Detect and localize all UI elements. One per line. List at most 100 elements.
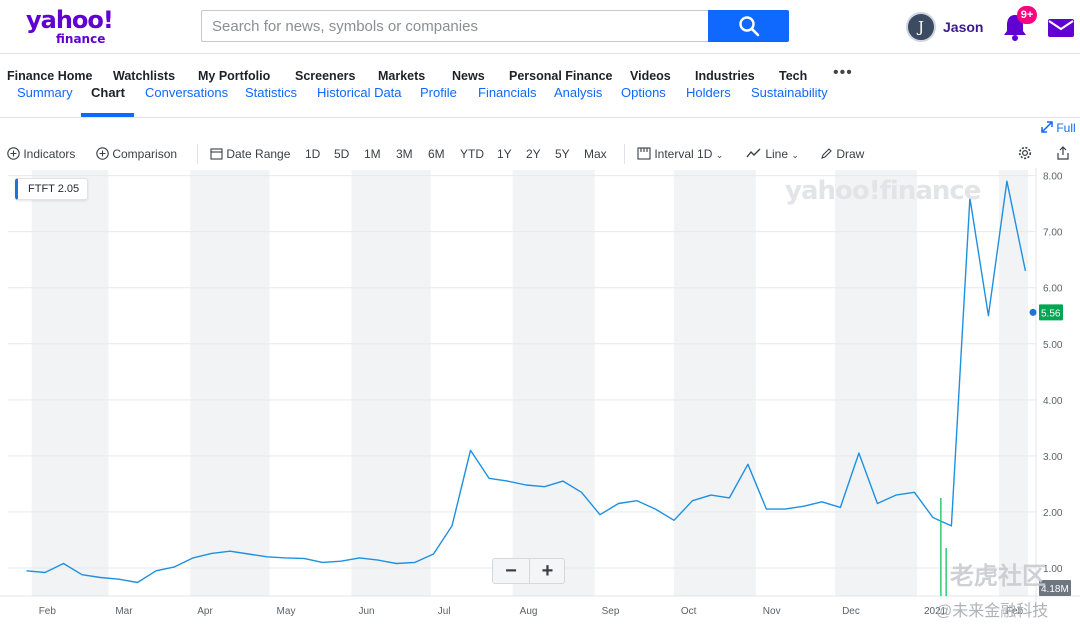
- logo-subtext: finance: [56, 32, 106, 46]
- x-tick-label: Feb: [1006, 606, 1024, 617]
- month-band: [190, 170, 270, 596]
- x-tick-label: Dec: [842, 606, 860, 617]
- x-tick-label: Apr: [197, 606, 213, 617]
- x-tick-label: Nov: [763, 606, 781, 617]
- tab-financials[interactable]: Financials: [478, 85, 537, 100]
- tab-options[interactable]: Options: [621, 85, 666, 100]
- range-6m[interactable]: 6M: [428, 147, 445, 161]
- nav-videos[interactable]: Videos: [630, 69, 671, 83]
- interval-label: Interval: [654, 147, 694, 161]
- plus-circle-icon: [7, 147, 20, 160]
- pencil-icon: [821, 148, 832, 159]
- tab-historical-data[interactable]: Historical Data: [317, 85, 402, 100]
- month-bands: [0, 168, 1080, 614]
- legend-symbol: FTFT: [28, 183, 55, 195]
- draw-label: Draw: [836, 147, 865, 161]
- x-tick-label: Sep: [602, 606, 620, 617]
- last-price-dot: [1029, 308, 1037, 316]
- legend-value: 2.05: [57, 183, 80, 195]
- x-axis-labels: Feb Mar Apr May Jun Jul Aug Sep Oct Nov Dec 2021 Feb: [39, 606, 1024, 617]
- active-tab-indicator: [81, 113, 134, 117]
- price-line: [26, 180, 1027, 584]
- gear-icon[interactable]: [1018, 146, 1032, 160]
- nav-finance-home[interactable]: Finance Home: [7, 69, 93, 83]
- chevron-down-icon: ⌄: [715, 150, 724, 160]
- chart-type-label: Line: [765, 147, 789, 161]
- tab-holders[interactable]: Holders: [686, 85, 731, 100]
- x-tick-label: Mar: [115, 606, 133, 617]
- nav-watchlists[interactable]: Watchlists: [113, 69, 176, 83]
- tab-sustainability[interactable]: Sustainability: [751, 85, 828, 100]
- tab-analysis[interactable]: Analysis: [554, 85, 603, 100]
- chart-toolbar: Indicators Comparison Date Range 1D 5D 1…: [0, 140, 1080, 168]
- y-tick-label: 4.00: [1043, 396, 1063, 407]
- date-range-label: Date Range: [226, 147, 291, 161]
- month-band: [351, 170, 431, 596]
- x-tick-label: 2021: [924, 606, 947, 617]
- search-icon: [738, 16, 759, 37]
- comparison-label: Comparison: [112, 147, 178, 161]
- y-tick-label: 5.00: [1043, 340, 1063, 351]
- indicators-button[interactable]: Indicators: [7, 147, 75, 161]
- nav-news[interactable]: News: [452, 69, 485, 83]
- date-range-button[interactable]: Date Range: [210, 147, 290, 161]
- zoom-out-button[interactable]: −: [505, 560, 517, 582]
- nav-my-portfolio[interactable]: My Portfolio: [198, 69, 271, 83]
- calendar-icon: [210, 148, 223, 160]
- chart-type-dropdown[interactable]: Line ⌄: [746, 147, 799, 161]
- tab-profile[interactable]: Profile: [420, 85, 457, 100]
- search-input[interactable]: [201, 10, 709, 42]
- tab-summary[interactable]: Summary: [17, 85, 73, 100]
- nav-tech[interactable]: Tech: [779, 69, 808, 83]
- toolbar-divider: [197, 144, 198, 164]
- nav-more-button[interactable]: •••: [833, 64, 853, 81]
- month-band: [31, 170, 109, 596]
- last-volume-tag: [1039, 580, 1071, 596]
- search-button[interactable]: [708, 10, 789, 42]
- quote-subtabs: Summary Chart Conversations Statistics H…: [0, 82, 1080, 118]
- range-2y[interactable]: 2Y: [526, 147, 541, 161]
- series-legend[interactable]: FTFT 2.05: [15, 178, 89, 200]
- toolbar-divider: [624, 144, 625, 164]
- range-3m[interactable]: 3M: [396, 147, 413, 161]
- nav-personal-finance[interactable]: Personal Finance: [509, 69, 613, 83]
- range-5d[interactable]: 5D: [334, 147, 350, 161]
- x-tick-label: Jun: [358, 606, 374, 617]
- range-1m[interactable]: 1M: [364, 147, 381, 161]
- range-1d[interactable]: 1D: [305, 147, 321, 161]
- interval-dropdown[interactable]: Interval 1D ⌄: [637, 147, 723, 161]
- x-tick-label: Jul: [438, 606, 451, 617]
- user-name[interactable]: Jason: [943, 19, 984, 35]
- comparison-button[interactable]: Comparison: [96, 147, 177, 161]
- draw-button[interactable]: Draw: [820, 147, 864, 161]
- yahoo-finance-logo[interactable]: yahoo! finance: [26, 6, 116, 48]
- x-tick-label: May: [277, 606, 296, 617]
- tab-chart[interactable]: Chart: [91, 85, 125, 100]
- range-ytd[interactable]: YTD: [460, 147, 484, 161]
- expand-icon: [1041, 121, 1053, 133]
- interval-icon: [637, 147, 651, 160]
- logo-text: yahoo!: [26, 6, 114, 34]
- y-axis-labels: 1.00 2.00 3.00 4.00 5.00 6.00 7.00 8.00: [1043, 172, 1063, 575]
- main-nav: Finance Home Watchlists My Portfolio Scr…: [0, 54, 1080, 88]
- nav-industries[interactable]: Industries: [695, 69, 755, 83]
- nav-screeners[interactable]: Screeners: [295, 69, 356, 83]
- mail-icon[interactable]: [1048, 18, 1074, 38]
- range-5y[interactable]: 5Y: [555, 147, 570, 161]
- avatar[interactable]: J: [906, 12, 936, 42]
- share-icon[interactable]: [1056, 146, 1070, 160]
- notification-badge: 9+: [1017, 6, 1037, 24]
- range-max[interactable]: Max: [584, 147, 607, 161]
- interval-value: 1D: [697, 147, 713, 161]
- range-1y[interactable]: 1Y: [497, 147, 512, 161]
- fullscreen-link[interactable]: Full: [1041, 121, 1076, 135]
- nav-markets[interactable]: Markets: [378, 69, 426, 83]
- y-tick-label: 6.00: [1043, 284, 1063, 295]
- zoom-in-button[interactable]: +: [529, 559, 565, 583]
- gridlines: [8, 175, 1036, 569]
- price-chart[interactable]: 1.00 2.00 3.00 4.00 5.00 6.00 7.00 8.00 Feb Mar A…: [0, 168, 1080, 631]
- month-band: [835, 170, 918, 596]
- y-tick-label: 7.00: [1043, 228, 1063, 239]
- tab-conversations[interactable]: Conversations: [145, 85, 229, 100]
- tab-statistics[interactable]: Statistics: [245, 85, 298, 100]
